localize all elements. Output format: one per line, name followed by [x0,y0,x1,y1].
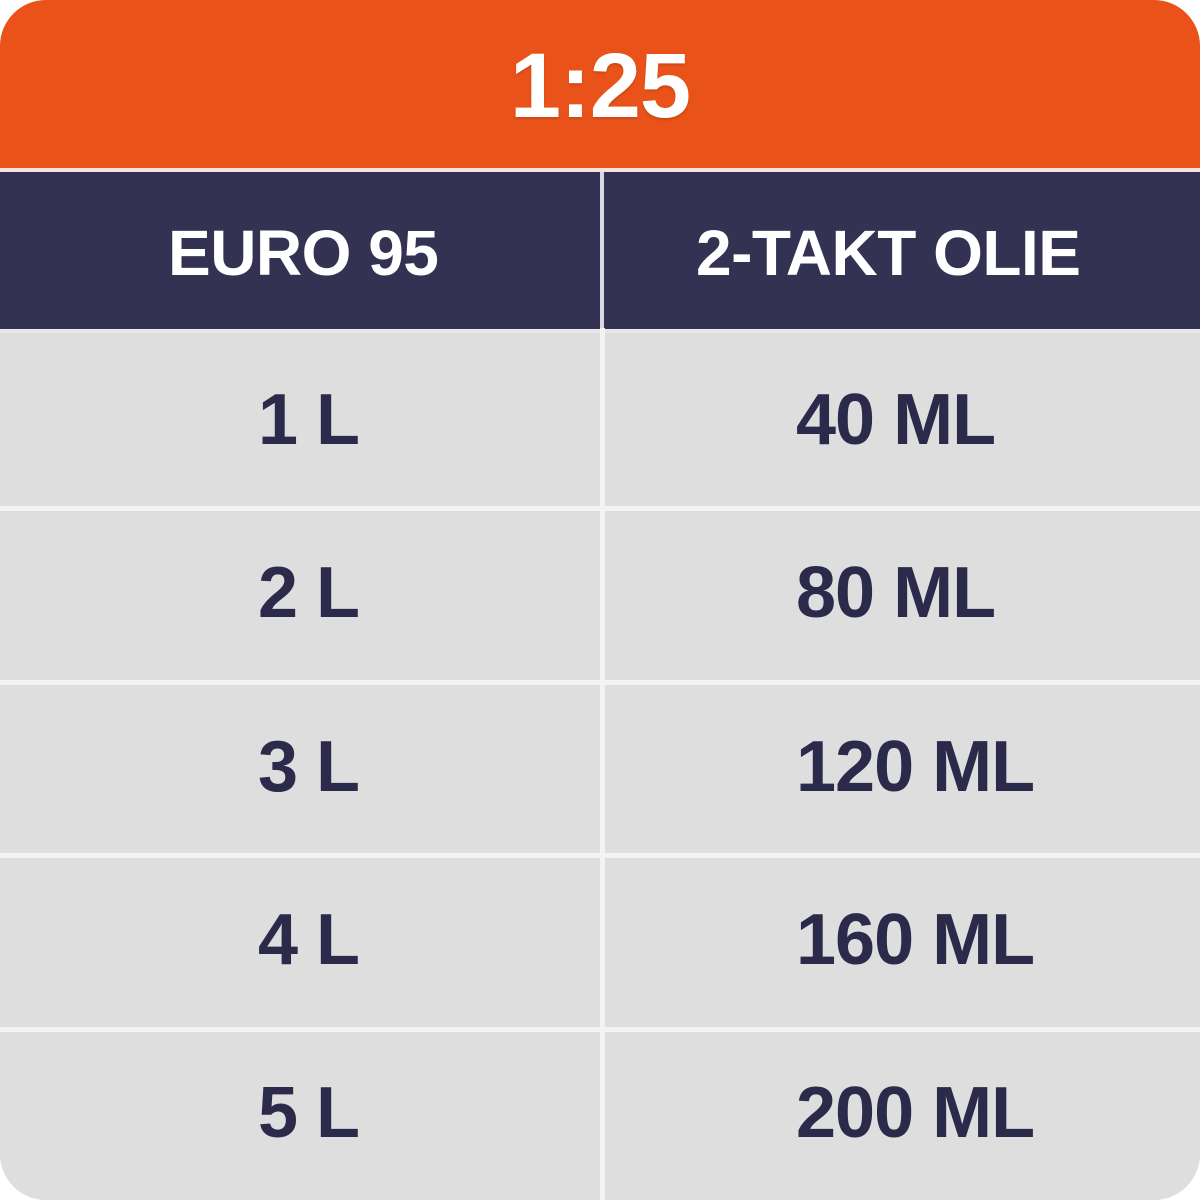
table-row: 3 L 120 ML [0,674,1200,854]
table-cell-oil: 160 ML [600,848,1200,1028]
table-cell-fuel: 2 L [0,506,600,679]
table-row: 4 L 160 ML [0,848,1200,1028]
table-row: 2 L 80 ML [0,501,1200,681]
table-header-label-fuel: EURO 95 [168,216,439,289]
table-cell-fuel: 5 L [0,1027,600,1200]
ratio-title: 1:25 [509,35,691,137]
fuel-amount: 1 L [258,379,360,460]
table-row: 5 L 200 ML [0,1021,1200,1200]
table-cell-oil: 120 ML [600,674,1200,854]
table-cell-fuel: 1 L [0,333,600,506]
fuel-amount: 2 L [258,553,360,634]
fuel-amount: 3 L [258,726,360,807]
fuel-amount: 4 L [258,899,360,980]
table-header-cell-fuel: EURO 95 [0,172,600,333]
table-cell-fuel: 4 L [0,853,600,1026]
oil-amount: 40 ML [796,379,996,460]
oil-amount: 160 ML [796,899,1035,980]
table-cell-oil: 80 ML [600,501,1200,681]
table-cell-oil: 40 ML [600,327,1200,507]
table-cell-oil: 200 ML [600,1021,1200,1200]
fuel-amount: 5 L [258,1073,360,1154]
table-row: 1 L 40 ML [0,327,1200,507]
table-header-cell-oil: 2-TAKT OLIE [600,172,1200,333]
table-header-label-oil: 2-TAKT OLIE [696,216,1081,289]
oil-amount: 120 ML [796,726,1035,807]
ratio-banner: 1:25 [0,0,1200,172]
oil-amount: 200 ML [796,1073,1035,1154]
oil-amount: 80 ML [796,553,996,634]
table-cell-fuel: 3 L [0,680,600,853]
table-header-row: EURO 95 2-TAKT OLIE [0,172,1200,333]
table-body: 1 L 40 ML 2 L 80 ML 3 L 120 ML 4 L [0,327,1200,1200]
